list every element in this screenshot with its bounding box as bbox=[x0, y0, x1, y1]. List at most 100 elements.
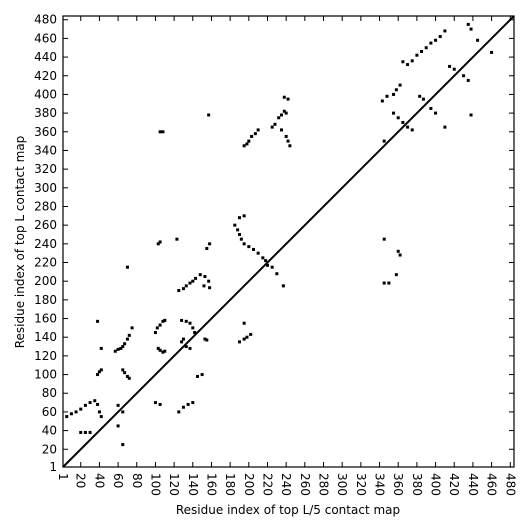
point bbox=[79, 430, 83, 434]
point bbox=[180, 318, 184, 322]
point bbox=[406, 125, 410, 129]
point bbox=[256, 251, 260, 255]
x-tick-label: 260 bbox=[298, 473, 312, 496]
x-tick-label: 80 bbox=[130, 473, 144, 488]
point bbox=[421, 97, 425, 101]
y-tick-label: 360 bbox=[34, 125, 57, 139]
point bbox=[239, 237, 243, 241]
y-tick-label: 120 bbox=[34, 349, 57, 363]
point bbox=[74, 410, 78, 414]
point bbox=[125, 337, 129, 341]
point bbox=[83, 430, 87, 434]
point bbox=[158, 348, 162, 352]
x-tick-label: 1 bbox=[56, 473, 70, 481]
point bbox=[158, 323, 162, 327]
point bbox=[282, 95, 286, 99]
point bbox=[242, 337, 246, 341]
point bbox=[121, 443, 125, 447]
point bbox=[116, 347, 120, 351]
point bbox=[233, 223, 237, 227]
point bbox=[398, 253, 402, 257]
y-tick-label: 300 bbox=[34, 181, 57, 195]
x-tick-label: 300 bbox=[335, 473, 349, 496]
point bbox=[207, 113, 211, 117]
point bbox=[203, 275, 207, 279]
point bbox=[392, 111, 396, 115]
point bbox=[466, 78, 470, 82]
point bbox=[69, 412, 73, 416]
point bbox=[65, 415, 69, 419]
point bbox=[250, 134, 254, 138]
y-tick-label: 480 bbox=[34, 13, 57, 27]
y-tick-label: 200 bbox=[34, 274, 57, 288]
x-tick-label: 200 bbox=[242, 473, 256, 496]
point bbox=[161, 130, 165, 134]
point bbox=[127, 333, 131, 337]
point bbox=[406, 63, 410, 67]
point bbox=[284, 111, 288, 115]
point bbox=[200, 373, 204, 377]
point bbox=[418, 94, 422, 98]
y-tick-label: 340 bbox=[34, 143, 57, 157]
point bbox=[288, 144, 292, 148]
point bbox=[270, 125, 274, 129]
point bbox=[121, 345, 125, 349]
point bbox=[415, 53, 419, 57]
y-tick-label: 380 bbox=[34, 106, 57, 120]
point bbox=[191, 401, 195, 405]
point bbox=[188, 321, 192, 325]
point bbox=[184, 284, 188, 288]
point bbox=[88, 430, 92, 434]
point bbox=[163, 318, 167, 322]
point bbox=[180, 340, 184, 344]
point bbox=[286, 139, 290, 143]
point bbox=[193, 331, 197, 335]
point bbox=[279, 113, 283, 117]
y-tick-label: 1 bbox=[49, 460, 57, 474]
point bbox=[469, 27, 473, 31]
point bbox=[387, 281, 391, 285]
y-tick-label: 260 bbox=[34, 218, 57, 232]
point bbox=[177, 410, 181, 414]
x-axis-label: Residue index of top L/5 contact map bbox=[176, 503, 400, 517]
point bbox=[181, 287, 185, 291]
point bbox=[466, 22, 470, 26]
point bbox=[265, 263, 269, 267]
point bbox=[99, 346, 103, 350]
point bbox=[195, 374, 199, 378]
point bbox=[121, 410, 125, 414]
point bbox=[191, 279, 195, 283]
x-tick-label: 20 bbox=[74, 473, 88, 488]
point bbox=[424, 46, 428, 50]
point bbox=[434, 111, 438, 115]
point bbox=[281, 284, 285, 288]
point bbox=[429, 41, 433, 45]
point bbox=[194, 276, 198, 280]
x-tick-label: 320 bbox=[354, 473, 368, 496]
point bbox=[191, 326, 195, 330]
point bbox=[156, 346, 160, 350]
y-tick-label: 40 bbox=[42, 424, 57, 438]
point bbox=[273, 122, 277, 126]
point bbox=[394, 273, 398, 277]
point bbox=[249, 332, 253, 336]
point bbox=[236, 228, 240, 232]
x-tick-label: 160 bbox=[204, 473, 218, 496]
point bbox=[175, 237, 179, 241]
point bbox=[476, 38, 480, 42]
x-tick-label: 480 bbox=[503, 473, 517, 496]
point bbox=[242, 321, 246, 325]
x-tick-label: 420 bbox=[447, 473, 461, 496]
point bbox=[286, 97, 290, 101]
point bbox=[277, 116, 281, 120]
point bbox=[279, 128, 283, 132]
point bbox=[96, 402, 100, 406]
x-tick-label: 280 bbox=[317, 473, 331, 496]
point bbox=[382, 139, 386, 143]
x-tick-label: 140 bbox=[186, 473, 200, 496]
x-tick-label: 440 bbox=[466, 473, 480, 496]
plot-frame bbox=[62, 15, 515, 468]
point bbox=[420, 49, 424, 53]
point bbox=[208, 242, 212, 246]
y-tick-label: 60 bbox=[42, 405, 57, 419]
